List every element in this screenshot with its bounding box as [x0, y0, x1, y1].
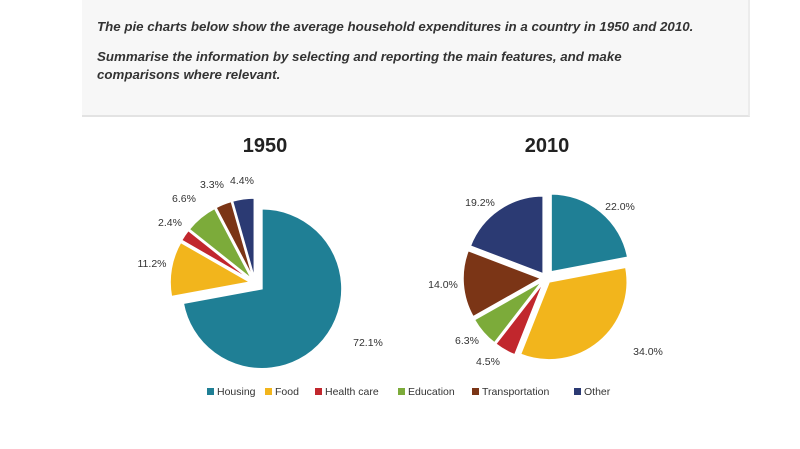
data-label-1950-education: 6.6% — [172, 193, 196, 205]
chart-title-2010: 2010 — [525, 135, 570, 157]
legend-swatch-food — [265, 388, 272, 395]
pie-slice-1950-housing — [182, 208, 343, 370]
pie-chart-2010: 2010 22.0% 34.0% 4.5% 6.3% 14.0% 19.2% — [428, 135, 663, 368]
prompt-line-1: The pie charts below show the average ho… — [97, 19, 694, 34]
legend-swatch-other — [574, 388, 581, 395]
data-label-1950-housing: 72.1% — [353, 337, 383, 349]
legend-swatch-housing — [207, 388, 214, 395]
legend-label-education: Education — [408, 386, 455, 398]
pie-slice-2010-housing — [550, 193, 629, 273]
pie-slice-1950-education — [188, 207, 253, 280]
pie-slice-2010-health-care — [494, 281, 545, 356]
pie-slice-1950-other — [231, 197, 256, 279]
pie-charts-figure: 1950 72.1% 11.2% 2.4% 6.6% 3.3% 4.4% 2010 22.0%… — [138, 135, 663, 398]
prompt-line-2: Summarise the information by selecting a… — [97, 49, 622, 82]
pie-slice-2010-transportation — [462, 249, 543, 318]
data-label-1950-other: 4.4% — [230, 175, 254, 187]
data-label-2010-food: 34.0% — [633, 346, 663, 358]
chart-title-1950: 1950 — [243, 135, 288, 157]
legend-swatch-health-care — [315, 388, 322, 395]
legend-label-housing: Housing — [217, 386, 256, 398]
data-label-1950-transportation: 3.3% — [200, 179, 224, 191]
pie-slice-1950-food — [169, 241, 253, 298]
legend-label-other: Other — [584, 386, 611, 398]
pie-slice-2010-food — [519, 266, 628, 361]
data-label-2010-other: 19.2% — [465, 197, 495, 209]
data-label-2010-health-care: 4.5% — [476, 356, 500, 368]
legend-label-health-care: Health care — [325, 386, 379, 398]
pie-slice-1950-health-care — [180, 229, 252, 281]
data-label-2010-transportation: 14.0% — [428, 279, 458, 291]
data-label-1950-food: 11.2% — [138, 258, 167, 270]
pie-chart-1950: 1950 72.1% 11.2% 2.4% 6.6% 3.3% 4.4% — [138, 135, 383, 370]
pie-slice-2010-education — [473, 280, 543, 344]
legend-swatch-transportation — [472, 388, 479, 395]
pie-slice-2010-other — [469, 195, 544, 275]
legend-swatch-education — [398, 388, 405, 395]
legend-label-food: Food — [275, 386, 299, 398]
data-label-2010-housing: 22.0% — [605, 201, 635, 213]
legend-label-transportation: Transportation — [482, 386, 549, 398]
chart-legend: Housing Food Health care Education Transport… — [207, 386, 611, 398]
pie-slice-1950-transportation — [214, 200, 254, 279]
data-label-1950-health-care: 2.4% — [158, 217, 182, 229]
data-label-2010-education: 6.3% — [455, 335, 479, 347]
task-prompt-box: The pie charts below show the average ho… — [82, 0, 750, 117]
